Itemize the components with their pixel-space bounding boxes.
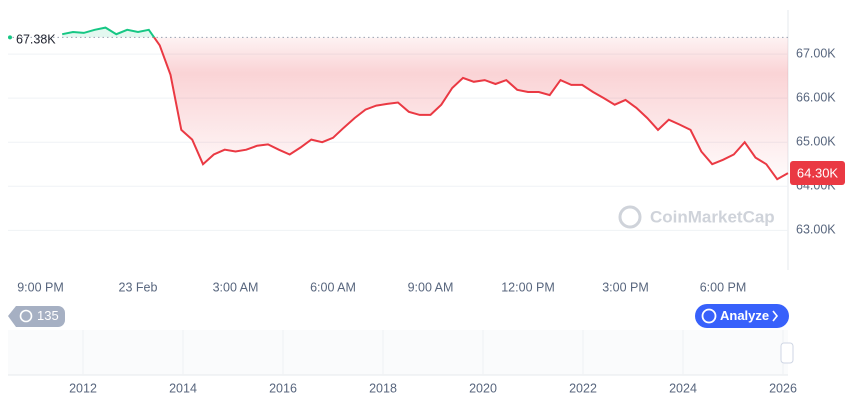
navigator-tick-label: 2020 xyxy=(469,381,497,395)
y-tick-label: 63.00K xyxy=(796,223,836,237)
x-tick-label: 9:00 AM xyxy=(408,280,454,294)
navigator: 2012 2014 2016 2018 2020 2022 2024 2026 xyxy=(8,330,797,395)
x-tick-label: 6:00 PM xyxy=(700,280,747,294)
history-badge[interactable]: 135 xyxy=(8,306,65,327)
button-bg xyxy=(695,304,789,328)
x-axis: 9:00 PM 23 Feb 3:00 AM 6:00 AM 9:00 AM 12:00 … xyxy=(17,280,746,294)
history-count: 135 xyxy=(37,308,59,323)
navigator-tick-label: 2026 xyxy=(769,381,797,395)
y-tick-label: 67.00K xyxy=(796,46,836,60)
watermark-logo xyxy=(618,205,642,229)
plot-area: 67.38K 64.30K xyxy=(8,26,845,186)
navigator-tick-label: 2014 xyxy=(169,381,197,395)
area-fill-down xyxy=(154,37,788,180)
reference-label: 67.38K xyxy=(16,33,56,47)
button-label: Analyze xyxy=(720,308,769,323)
current-price-label: 64.30K xyxy=(797,165,839,180)
analyze-icon xyxy=(701,308,717,324)
navigator-handle[interactable] xyxy=(780,342,794,364)
current-price-badge xyxy=(790,161,845,186)
navigator-tick-label: 2016 xyxy=(269,381,297,395)
navigator-bg xyxy=(8,330,788,375)
watermark-text: CoinMarketCap xyxy=(650,207,775,226)
x-tick-label: 6:00 AM xyxy=(310,280,356,294)
x-tick-label: 3:00 PM xyxy=(602,280,649,294)
x-tick-label: 3:00 AM xyxy=(213,280,259,294)
navigator-tick-label: 2018 xyxy=(369,381,397,395)
x-tick-label: 9:00 PM xyxy=(17,280,64,294)
navigator-tick-label: 2012 xyxy=(69,381,97,395)
watermark: CoinMarketCap xyxy=(618,205,775,229)
y-tick-label: 66.00K xyxy=(796,90,836,104)
navigator-tick-label: 2022 xyxy=(569,381,597,395)
y-tick-label: 65.00K xyxy=(796,135,836,149)
navigator-tick-label: 2024 xyxy=(669,381,697,395)
area-fill-up xyxy=(62,27,788,38)
x-tick-label: 23 Feb xyxy=(119,280,158,294)
x-tick-label: 12:00 PM xyxy=(501,280,555,294)
reference-dot xyxy=(8,35,12,40)
analyze-button[interactable]: Analyze xyxy=(695,304,789,328)
clock-icon xyxy=(19,309,33,323)
price-line-down xyxy=(152,37,789,181)
chevron xyxy=(772,310,779,322)
